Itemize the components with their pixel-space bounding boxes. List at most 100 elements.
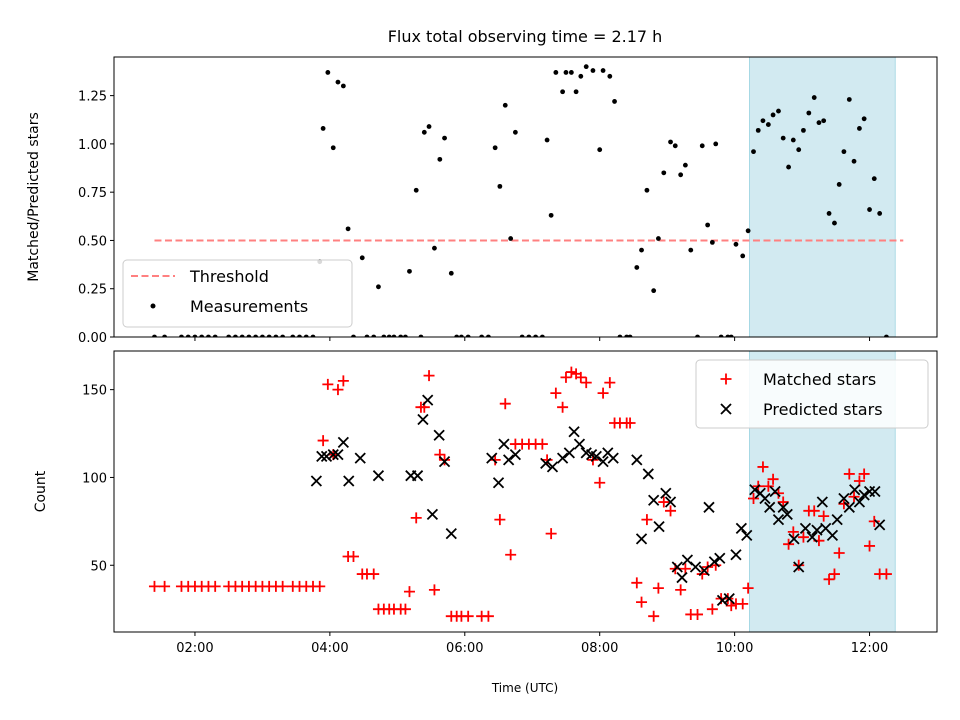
predicted-point <box>769 485 781 498</box>
measurement-point <box>811 95 817 100</box>
measurement-point <box>661 170 667 176</box>
matched-point <box>725 600 737 612</box>
matched-point <box>658 496 670 508</box>
predicted-point <box>648 494 660 506</box>
measurement-point <box>325 70 331 75</box>
measurement-point <box>432 245 437 251</box>
predicted-point <box>708 556 721 568</box>
matched-point <box>597 387 609 399</box>
matched-point <box>848 491 860 503</box>
matched-point <box>648 610 660 622</box>
matched-point <box>624 417 636 429</box>
predicted-point <box>799 522 812 535</box>
measurement-point <box>728 334 734 337</box>
measurement-point <box>634 265 640 270</box>
measurement-point <box>871 176 877 182</box>
matched-point <box>818 510 830 522</box>
predicted-point <box>337 436 349 448</box>
measurement-point <box>364 334 370 337</box>
measurement-point <box>330 145 336 151</box>
predicted-point <box>563 447 575 459</box>
matched-point <box>641 514 653 526</box>
measurement-point <box>836 182 842 187</box>
matched-point <box>665 505 677 517</box>
measurement-point <box>801 127 806 133</box>
highlight-span <box>749 56 896 338</box>
measurement-point <box>705 222 711 228</box>
measurement-point <box>526 334 532 337</box>
predicted-point <box>689 561 702 573</box>
predicted-point <box>546 461 559 473</box>
y-axis-label: Count <box>33 470 49 512</box>
series-predicted-stars <box>310 394 886 607</box>
measurement-point <box>832 220 837 226</box>
predicted-point <box>573 438 586 450</box>
measurement-point <box>371 334 377 337</box>
measurement-point <box>253 334 259 337</box>
matched-point <box>757 461 769 473</box>
y-tick-label: 1.25 <box>78 90 107 105</box>
x-tick-label: 06:00 <box>446 641 483 656</box>
x-tick-label: 10:00 <box>716 641 753 656</box>
measurement-point <box>612 99 617 104</box>
measurement-point <box>226 334 232 337</box>
predicted-point <box>422 394 434 406</box>
matched-point <box>675 584 687 596</box>
measurement-point <box>796 147 802 153</box>
predicted-point <box>741 529 753 542</box>
measurement-point <box>398 334 404 337</box>
predicted-point <box>332 448 344 461</box>
matched-point <box>434 449 446 461</box>
matched-point <box>604 377 616 389</box>
measurement-point <box>437 156 443 162</box>
predicted-point <box>310 475 323 487</box>
measurement-point <box>846 97 852 102</box>
legend: Threshold Measurements <box>122 259 353 328</box>
measurement-point <box>492 145 498 151</box>
predicted-point <box>590 450 602 463</box>
measurement-point <box>403 334 408 337</box>
matched-point <box>594 477 606 489</box>
predicted-point <box>772 513 785 526</box>
measurement-point <box>533 334 539 337</box>
matched-point <box>403 586 415 598</box>
predicted-point <box>759 492 771 505</box>
measurement-point <box>465 334 471 337</box>
matched-point <box>868 515 880 527</box>
measurement-point <box>627 334 633 337</box>
matched-point <box>428 584 440 596</box>
matched-point <box>317 435 329 447</box>
x-tick-label: 12:00 <box>851 641 888 656</box>
matched-point <box>797 531 809 543</box>
matched-point <box>783 538 795 550</box>
measurement-point <box>718 334 724 337</box>
measurement-point <box>273 334 279 337</box>
matched-point <box>777 496 789 508</box>
matched-point <box>277 580 289 592</box>
matched-point <box>482 610 494 622</box>
predicted-point <box>874 519 886 531</box>
measurement-point <box>391 334 397 337</box>
chart-title: Flux total observing time = 2.17 h <box>388 27 663 46</box>
y-tick-label: 1.00 <box>78 138 107 153</box>
matched-point <box>505 549 517 561</box>
measurement-point <box>583 64 589 70</box>
y-tick-label: 0.00 <box>78 331 107 346</box>
matched-point <box>423 370 435 382</box>
matched-point <box>314 580 326 592</box>
measurement-point <box>745 228 751 234</box>
matched-point <box>737 598 749 610</box>
measurement-point <box>290 334 296 337</box>
predicted-point <box>735 522 748 535</box>
measurement-point <box>192 334 198 337</box>
matched-point <box>347 550 359 562</box>
measurement-point <box>560 89 566 95</box>
measurement-point <box>212 334 218 337</box>
measurement-point <box>519 334 525 337</box>
y-tick-label: 50 <box>90 559 107 574</box>
predicted-point <box>486 452 498 464</box>
measurement-point <box>733 241 739 247</box>
measurement-point <box>699 143 705 149</box>
measurement-point <box>335 79 341 85</box>
predicted-point <box>445 528 457 540</box>
